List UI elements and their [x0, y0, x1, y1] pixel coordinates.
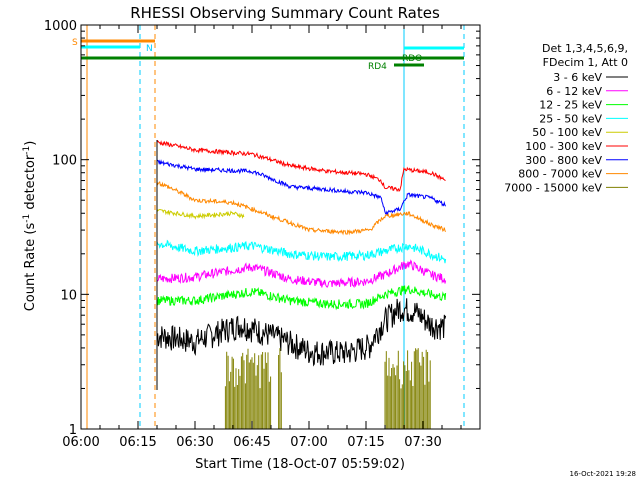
segment-label: N	[146, 44, 153, 54]
legend-entry-label: 50 - 100 keV	[532, 126, 602, 139]
olive-burst-2	[384, 348, 431, 429]
x-tick-label: 07:00	[290, 435, 327, 450]
legend-entry-label: 800 - 7000 keV	[518, 168, 602, 181]
segment-label: S	[72, 38, 78, 48]
series-line-5	[156, 140, 446, 193]
x-tick-label: 06:45	[233, 435, 270, 450]
olive-burst-1	[278, 348, 282, 429]
legend-entry-label: 25 - 50 keV	[539, 112, 602, 125]
legend-entry-label: 6 - 12 keV	[546, 85, 602, 98]
x-tick-label: 07:30	[404, 435, 441, 450]
y-tick-label: 100	[52, 154, 77, 169]
series-line-1	[156, 259, 447, 289]
legend-header: FDecim 1, Att 0	[543, 56, 628, 69]
series-line-4	[156, 208, 245, 220]
y-tick-label: 10	[60, 288, 77, 303]
y-tick-label: 1000	[44, 19, 77, 34]
segment-label: RD4	[368, 62, 387, 72]
y-axis-label: Count Rate (s-1 detector-1)	[22, 141, 38, 312]
series-line-2	[156, 285, 447, 311]
legend-entry-label: 7000 - 15000 keV	[504, 181, 602, 194]
olive-burst-0	[224, 348, 272, 429]
state-bars: S N RDO RD4	[72, 25, 465, 429]
legend-entry-label: 12 - 25 keV	[539, 99, 602, 112]
footer-timestamp: 16-Oct-2021 19:28	[570, 470, 636, 478]
legend-header: Det 1,3,4,5,6,9,	[542, 42, 628, 55]
series-line-3	[156, 239, 447, 264]
y-label-part3: )	[23, 141, 38, 146]
y-label-part1: Count Rate (s	[23, 223, 38, 312]
series-line-0	[156, 298, 447, 367]
y-label-part2: detector	[23, 154, 38, 214]
x-axis-label: Start Time (18-Oct-07 05:59:02)	[195, 457, 405, 472]
series-layer	[156, 140, 447, 429]
axes: 1 10 100 1000 06:00 06:15 06:30 06:45 07:00 07:15…	[44, 19, 481, 450]
legend-entry-label: 100 - 300 keV	[525, 140, 602, 153]
series-line-6	[156, 159, 447, 217]
segment-label: RDO	[402, 54, 422, 64]
x-tick-label: 06:15	[119, 435, 156, 450]
legend-entry-label: 3 - 6 keV	[553, 71, 602, 84]
chart-title: RHESSI Observing Summary Count Rates	[130, 4, 440, 22]
y-label-sup2: -1	[22, 146, 32, 155]
x-tick-label: 06:00	[62, 435, 99, 450]
plot-frame	[80, 24, 481, 430]
legend: Det 1,3,4,5,6,9,FDecim 1, Att 0 3 - 6 keV…	[504, 42, 628, 194]
x-tick-label: 07:15	[347, 435, 384, 450]
y-tick-label: 1	[69, 423, 77, 438]
series-line-7	[156, 180, 447, 236]
legend-entry-label: 300 - 800 keV	[525, 154, 602, 167]
y-label-sup1: -1	[22, 214, 32, 223]
x-tick-label: 06:30	[176, 435, 213, 450]
